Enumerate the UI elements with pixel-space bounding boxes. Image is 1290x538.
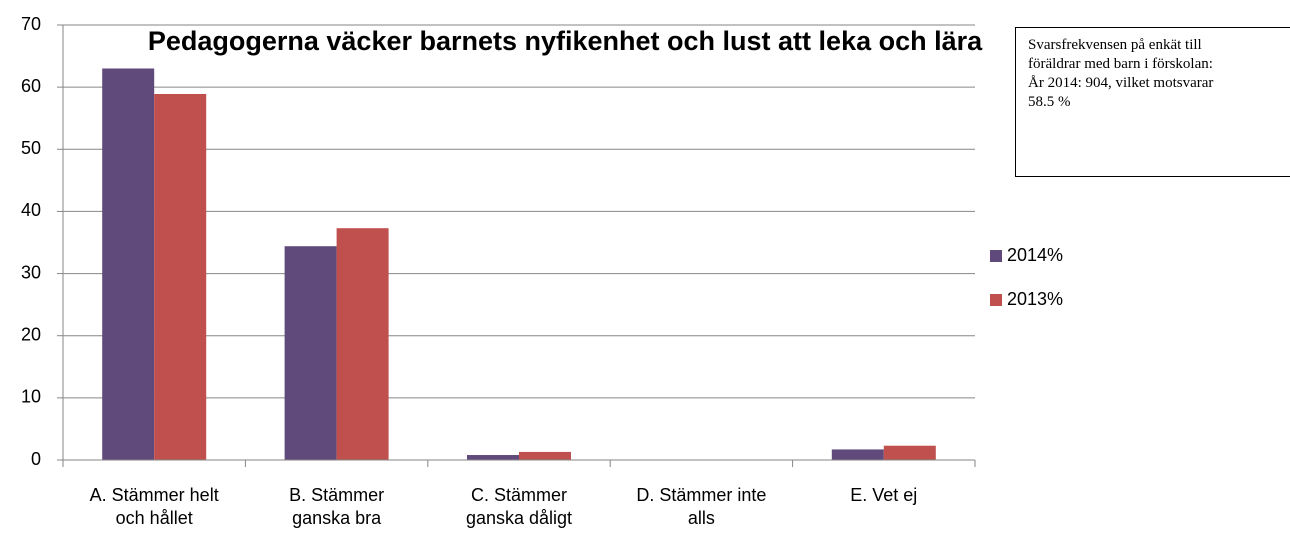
legend-swatch bbox=[990, 294, 1002, 306]
x-tick-label: E. Vet ej bbox=[850, 485, 918, 505]
x-tick-label: C. Stämmer ganska dåligt bbox=[465, 485, 573, 528]
x-tick-label: D. Stämmer inte alls bbox=[636, 485, 767, 528]
bar bbox=[883, 445, 936, 460]
chart-title: Pedagogerna väcker barnets nyfikenhet oc… bbox=[147, 26, 983, 56]
annotation: År 2014: 904, vilket motsvarar 58.5 % bbox=[1028, 75, 1214, 110]
bar bbox=[467, 455, 519, 460]
x-tick-label: B. Stämmer ganska bra bbox=[289, 485, 385, 528]
y-tick-label: 0 bbox=[31, 449, 41, 469]
annotation: Svarsfrekvensen på enkät till föräldrar … bbox=[1028, 37, 1213, 72]
bar bbox=[102, 68, 155, 460]
bar bbox=[831, 449, 884, 460]
legend-label: 2013% bbox=[1007, 289, 1063, 309]
y-tick-label: 70 bbox=[21, 14, 41, 34]
bar bbox=[519, 451, 571, 460]
legend-swatch bbox=[990, 250, 1002, 262]
x-tick-label: A. Stämmer helt och hållet bbox=[89, 485, 219, 528]
bar bbox=[154, 93, 207, 460]
y-tick-label: 30 bbox=[21, 262, 41, 282]
y-tick-label: 40 bbox=[21, 200, 41, 220]
annotation-box: Svarsfrekvensen på enkät till föräldrar … bbox=[1015, 27, 1290, 177]
legend-label: 2014% bbox=[1007, 245, 1063, 265]
y-tick-label: 50 bbox=[21, 138, 41, 158]
y-tick-label: 10 bbox=[21, 387, 41, 407]
y-tick-label: 20 bbox=[21, 324, 41, 344]
y-tick-label: 60 bbox=[21, 76, 41, 96]
bar bbox=[336, 228, 389, 460]
bar bbox=[284, 246, 337, 460]
